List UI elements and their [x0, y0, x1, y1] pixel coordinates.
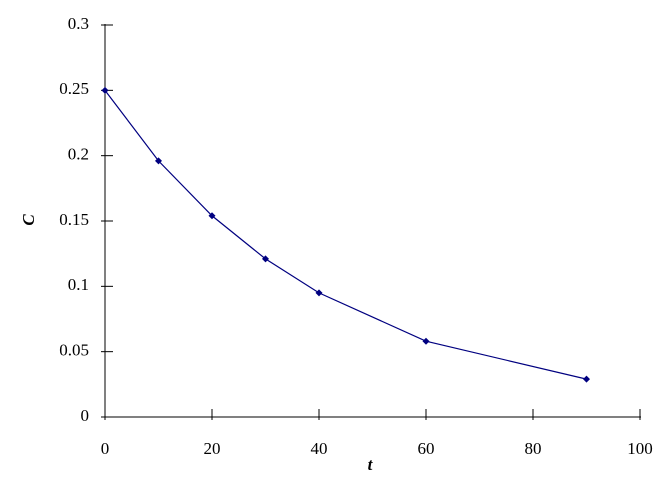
y-tick-label: 0.3 [68, 14, 89, 33]
x-axis-label: t [368, 455, 374, 474]
x-tick-label: 80 [525, 439, 542, 458]
x-tick-label: 100 [627, 439, 653, 458]
y-tick-label: 0.1 [68, 275, 89, 294]
marker [583, 375, 590, 383]
y-tick-label: 0.25 [59, 79, 89, 98]
y-axis-label: C [19, 214, 38, 226]
y-tick-label: 0.2 [68, 145, 89, 164]
marker [101, 86, 109, 94]
marker [208, 212, 216, 220]
marker [262, 255, 269, 263]
y-tick-label: 0 [81, 406, 90, 425]
marker [155, 157, 162, 165]
marker [422, 337, 430, 345]
x-tick-label: 20 [204, 439, 221, 458]
x-tick-label: 40 [311, 439, 328, 458]
line [104, 89, 587, 380]
y-tick-label: 0.15 [59, 210, 89, 229]
y-tick-label: 0.05 [59, 341, 89, 360]
marker [315, 289, 323, 297]
x-tick-label: 60 [418, 439, 435, 458]
x-tick-label: 0 [101, 439, 110, 458]
